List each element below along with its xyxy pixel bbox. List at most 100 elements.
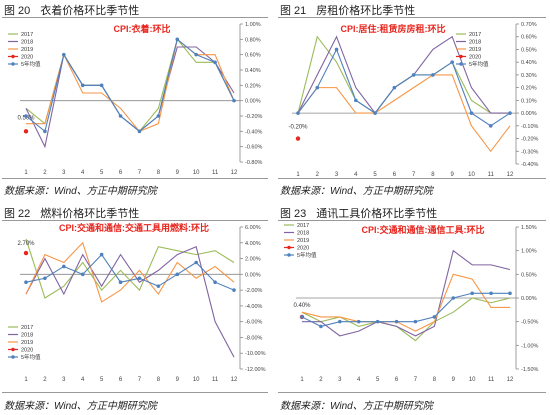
data-point-avg: [80, 83, 85, 88]
data-point-avg: [470, 291, 474, 296]
series-line-2017: [301, 297, 511, 342]
data-point-avg: [394, 319, 399, 324]
legend-label: 2017: [469, 32, 481, 38]
y-tick-label: -0.20%: [245, 114, 263, 120]
y-tick-label: 0.10%: [521, 98, 537, 104]
legend-label: 2018: [21, 333, 33, 339]
x-tick-label: 5: [376, 377, 380, 383]
data-point-avg: [156, 284, 161, 288]
y-tick-label: 0.60%: [245, 53, 261, 59]
x-tick-label: 9: [452, 377, 456, 383]
y-tick-label: -0.30%: [521, 149, 539, 155]
legend-marker: [287, 253, 291, 257]
x-tick-label: 5: [373, 172, 377, 178]
legend-label: 2018: [21, 40, 33, 46]
source-note: 数据来源：Wind、方正中期研究院: [280, 186, 433, 197]
chart-fuel: 6.00% 4.00% 2.00% 0.00% -2.00% -4.00% -6.00% -8…: [8, 222, 266, 383]
data-point-avg: [213, 280, 217, 285]
data-point-avg: [451, 296, 456, 300]
y-tick-label: 0.00%: [521, 296, 537, 302]
data-point-avg: [469, 111, 474, 115]
y-tick-label: 6.00%: [245, 225, 261, 231]
data-label-2020: 2.70%: [17, 241, 35, 247]
divider: [2, 220, 268, 221]
x-tick-label: 1: [24, 170, 28, 176]
x-tick-label: 11: [212, 377, 219, 383]
data-point-avg: [508, 291, 512, 296]
y-tick-label: 0.20%: [245, 83, 261, 89]
x-tick-label: 8: [431, 172, 435, 178]
data-point-avg: [24, 114, 28, 118]
data-point-avg: [24, 280, 28, 285]
data-point-avg: [296, 111, 300, 115]
y-tick-label: -2.00%: [245, 288, 263, 294]
x-tick-label: 12: [231, 377, 238, 383]
x-tick-label: 8: [433, 377, 437, 383]
legend-label: 2020: [21, 55, 33, 61]
x-tick-label: 12: [231, 170, 238, 176]
x-tick-label: 2: [43, 377, 47, 383]
y-tick-label: -8.00%: [245, 335, 263, 341]
x-tick-label: 5: [100, 170, 104, 176]
divider: [2, 17, 268, 18]
x-tick-label: 2: [43, 170, 47, 176]
legend-label: 2017: [297, 223, 309, 229]
source-note: 数据来源：Wind、方正中期研究院: [4, 186, 157, 197]
legend-marker: [459, 54, 463, 59]
x-tick-label: 11: [488, 377, 495, 383]
figure-title: 图 23 通讯工具价格环比季节性: [280, 208, 438, 220]
x-tick-label: 10: [193, 377, 200, 383]
data-point-avg: [232, 288, 236, 292]
y-tick-label: -0.50%: [521, 320, 539, 326]
y-tick-label: 4.00%: [245, 241, 261, 247]
x-tick-label: 12: [507, 377, 514, 383]
data-point-avg: [43, 276, 47, 281]
source-note: 数据来源：Wind、方正中期研究院: [4, 401, 157, 412]
data-label-2020: -0.20%: [288, 125, 308, 131]
source-note: 数据来源：Wind、方正中期研究院: [280, 401, 433, 412]
y-tick-label: -10.00%: [245, 351, 266, 357]
legend-label: 2018: [297, 231, 309, 237]
x-tick-label: 9: [176, 170, 180, 176]
y-tick-label: -0.40%: [521, 162, 539, 168]
legend-label: 5年均值: [469, 60, 489, 68]
x-tick-label: 9: [451, 172, 455, 178]
divider: [2, 392, 268, 393]
chart-telecom: 1.50%1.00%0.50%0.00%-0.50%-1.00%-1.50%1 2…: [284, 223, 539, 383]
y-tick-label: -0.20%: [521, 137, 539, 143]
data-point-avg: [118, 114, 123, 118]
data-point-avg: [431, 73, 435, 77]
x-tick-label: 7: [412, 172, 416, 178]
y-tick-label: 0.60%: [521, 35, 537, 41]
y-tick-label: 0.00%: [521, 111, 537, 117]
data-point-avg: [375, 319, 380, 324]
y-tick-label: 0.80%: [245, 37, 261, 43]
data-point-avg: [354, 98, 358, 103]
legend-label: 2019: [297, 238, 309, 244]
y-tick-label: 0.50%: [521, 47, 537, 53]
data-point-avg: [118, 280, 123, 285]
data-label-2020: 0.40%: [293, 303, 311, 309]
data-point-2020: [295, 136, 301, 141]
series-line-avg: [301, 292, 510, 327]
data-point-avg: [213, 60, 217, 65]
y-tick-label: 0.70%: [521, 22, 537, 28]
figure-title: 图 20 衣着价格环比季节性: [4, 5, 140, 17]
legend-marker: [11, 347, 15, 352]
y-tick-label: 0.00%: [245, 99, 261, 105]
x-tick-label: 6: [119, 377, 123, 383]
y-tick-label: -0.40%: [245, 129, 263, 135]
data-point-avg: [432, 315, 437, 319]
data-point-avg: [334, 47, 339, 52]
x-tick-label: 10: [469, 377, 476, 383]
legend-label: 2020: [21, 348, 33, 354]
divider: [278, 17, 546, 18]
x-tick-label: 4: [357, 377, 361, 383]
data-point-avg: [392, 85, 397, 90]
legend-label: 2017: [21, 32, 33, 38]
x-tick-label: 3: [338, 377, 342, 383]
x-tick-label: 4: [81, 377, 85, 383]
y-tick-label: 0.40%: [521, 60, 537, 66]
